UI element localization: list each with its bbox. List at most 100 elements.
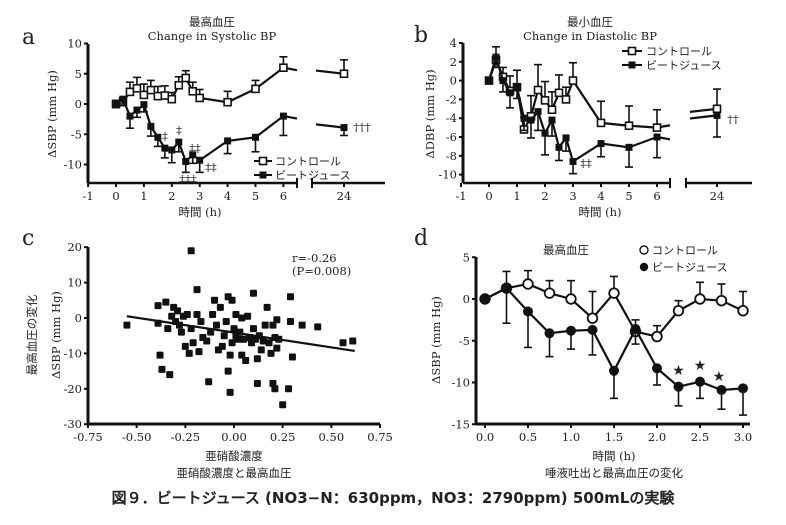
y-tick-label: -10 — [451, 376, 470, 390]
data-point — [713, 111, 721, 119]
scatter-point — [226, 388, 234, 396]
series-line — [487, 53, 658, 164]
panel-letter-c: c — [22, 226, 34, 251]
series-control — [111, 56, 349, 109]
data-point — [132, 83, 142, 93]
data-point — [609, 365, 619, 376]
data-point — [522, 278, 534, 290]
data-point — [223, 97, 232, 107]
data-point — [492, 53, 500, 61]
x-tick-label: 5 — [252, 189, 259, 203]
data-point — [146, 85, 156, 95]
x-axis-label: 亜硝酸濃度 — [205, 449, 263, 463]
x-tick-label: 1 — [140, 189, 147, 203]
scatter-point — [193, 310, 201, 318]
legend-label: コントロール — [652, 244, 718, 257]
y-tick-label: -6 — [446, 130, 457, 144]
data-point — [160, 91, 170, 100]
x-tick-label: 5 — [625, 189, 632, 203]
chart-title: 最高血圧 — [189, 15, 235, 29]
y-tick-label: -15 — [451, 417, 470, 431]
scatter-point — [267, 349, 275, 357]
y-tick-label: 2 — [450, 55, 457, 69]
data-point — [586, 312, 599, 324]
data-point — [652, 123, 662, 132]
scatter-point — [240, 335, 248, 343]
significance-mark: ‡ — [176, 123, 182, 137]
data-point — [568, 76, 578, 85]
p-value: (P=0.008) — [292, 264, 351, 278]
scatter-point — [189, 339, 197, 347]
data-point — [279, 112, 287, 120]
series-beet-juice — [112, 95, 348, 174]
data-point — [716, 385, 727, 396]
data-point — [181, 73, 191, 83]
data-point — [694, 293, 706, 305]
data-point — [597, 140, 605, 148]
data-point — [566, 325, 576, 336]
data-point — [139, 90, 149, 100]
data-point — [651, 330, 663, 343]
scatter-point — [269, 379, 277, 387]
significance-star: ★ — [694, 358, 707, 374]
panel-letter-a: a — [22, 25, 35, 50]
scatter-point — [168, 312, 176, 320]
x-tick-label: 0 — [485, 189, 492, 203]
data-point — [625, 143, 633, 151]
data-point — [712, 104, 722, 114]
y-axis-label: ΔSBP (mm Hg) — [45, 70, 59, 158]
correlation-r: r=-0.26 — [292, 251, 337, 265]
significance-mark: ‡‡‡ — [179, 172, 197, 186]
x-tick-label: 1.5 — [605, 430, 623, 444]
data-point — [695, 376, 705, 387]
data-point — [251, 84, 260, 94]
scatter-point — [228, 296, 236, 304]
x-tick-label: 1 — [513, 189, 520, 203]
y-tick-label: 5 — [75, 67, 82, 81]
legend-label: ビートジュース — [646, 59, 722, 72]
data-point — [527, 116, 535, 124]
data-point — [174, 80, 184, 90]
scatter-point — [286, 293, 294, 301]
scatter-point — [273, 344, 281, 352]
data-point — [561, 95, 571, 104]
significance-mark: †† — [727, 112, 739, 126]
series-line-tail — [689, 107, 718, 113]
significance-mark: ‡‡ — [580, 156, 592, 170]
legend-marker — [628, 61, 636, 69]
y-tick-label: -20 — [63, 382, 82, 396]
data-point — [196, 156, 204, 164]
scatter-point — [220, 332, 228, 340]
x-tick-label: 1.0 — [562, 430, 580, 444]
series-line-tail — [315, 123, 345, 129]
scatter-point — [222, 318, 230, 326]
data-point — [140, 101, 148, 109]
scatter-point — [195, 348, 203, 356]
panel-letter-b: b — [414, 23, 428, 48]
legend-item: ビートジュース — [639, 261, 728, 274]
data-point — [112, 100, 120, 108]
scatter-point — [205, 378, 213, 386]
scatter-point — [164, 325, 172, 333]
x-tick-label: -1 — [82, 189, 93, 203]
y-tick-label: 5 — [463, 250, 470, 264]
scatter-point — [298, 321, 306, 329]
scatter-points — [123, 247, 357, 409]
data-point — [738, 383, 748, 394]
scatter-point — [244, 312, 252, 320]
x-tick-label: 0 — [112, 189, 119, 203]
scatter-point — [185, 349, 193, 357]
y-tick-label: -10 — [438, 168, 457, 182]
data-point — [147, 122, 155, 130]
scatter-point — [249, 289, 257, 297]
data-point — [543, 287, 556, 299]
x-tick-label: 2 — [168, 189, 175, 203]
scatter-point — [193, 286, 201, 294]
scatter-point — [203, 337, 211, 345]
scatter-point — [211, 296, 219, 304]
x-tick-label: 0.00 — [221, 430, 247, 444]
data-point — [188, 86, 198, 96]
